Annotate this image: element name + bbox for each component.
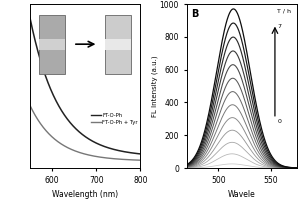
X-axis label: Wavele: Wavele — [228, 190, 256, 199]
Text: B: B — [191, 9, 199, 19]
X-axis label: Wavelength (nm): Wavelength (nm) — [52, 190, 118, 199]
Legend: FT-O-Ph, FT-O-Ph + Tyr: FT-O-Ph, FT-O-Ph + Tyr — [89, 111, 140, 127]
Text: 0: 0 — [277, 119, 281, 124]
Text: T / h: T / h — [277, 9, 291, 14]
Y-axis label: FL Intensity (a.u.): FL Intensity (a.u.) — [152, 55, 158, 117]
Text: 7: 7 — [277, 24, 281, 29]
